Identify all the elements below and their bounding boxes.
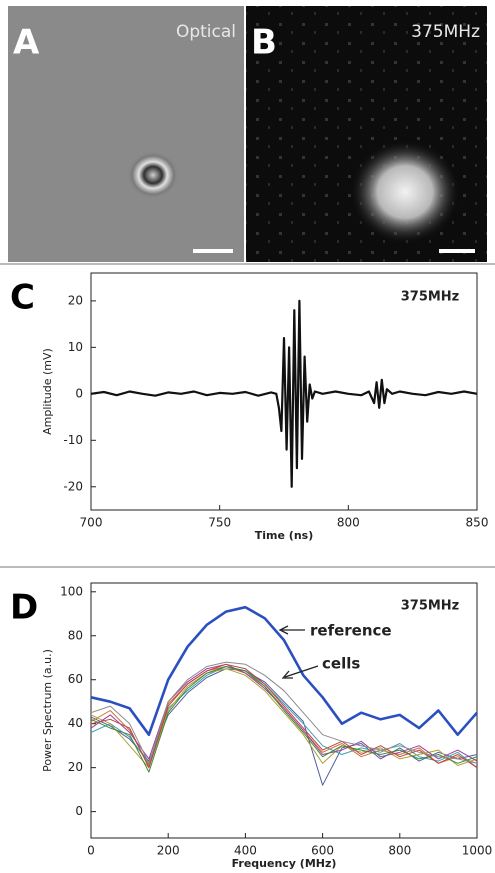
annotation: 375MHz <box>401 290 460 305</box>
plot-area <box>90 272 478 511</box>
x-tick-label: 200 <box>157 844 180 858</box>
y-tick-label: 100 <box>60 584 83 598</box>
y-tick-label: -20 <box>63 479 83 493</box>
scale-bar <box>439 249 475 253</box>
x-tick-label: 800 <box>337 516 360 530</box>
x-tick-label: 1000 <box>462 844 493 858</box>
cell <box>127 151 179 199</box>
arrow <box>281 665 319 679</box>
image-label: 375MHz <box>411 22 480 42</box>
data-line <box>90 663 478 762</box>
data-line <box>90 299 478 488</box>
cells-label: cells <box>322 655 360 673</box>
panel-b: B 375MHz <box>246 6 487 262</box>
x-tick-label: 600 <box>311 844 334 858</box>
x-tick-label: 0 <box>87 844 95 858</box>
x-axis-label: Time (ns) <box>255 529 313 542</box>
y-tick-label: 40 <box>68 716 83 730</box>
panel-a: A Optical <box>8 6 244 262</box>
y-tick-label: 60 <box>68 672 83 686</box>
y-tick-label: 0 <box>75 804 83 818</box>
scale-bar <box>193 249 233 253</box>
data-line <box>90 605 478 736</box>
annotation: 375MHz <box>401 599 460 614</box>
data-line <box>90 663 478 769</box>
y-tick-label: -10 <box>63 433 83 447</box>
data-line <box>90 666 478 773</box>
panel-letter: D <box>10 588 38 628</box>
x-tick-label: 800 <box>388 844 411 858</box>
x-tick-label: 750 <box>208 516 231 530</box>
x-axis-label: Frequency (MHz) <box>232 857 337 869</box>
y-axis-label: Power Spectrum (a.u.) <box>41 649 54 772</box>
data-line <box>90 661 478 764</box>
y-tick-label: 20 <box>68 293 83 307</box>
y-axis-label: Amplitude (mV) <box>41 348 54 435</box>
x-tick-label: 850 <box>466 516 489 530</box>
y-tick-label: 20 <box>68 760 83 774</box>
reference-label: reference <box>310 622 392 640</box>
image-label: Optical <box>176 22 236 42</box>
x-tick-label: 400 <box>234 844 257 858</box>
panel-letter: C <box>10 278 35 318</box>
panel-letter: B <box>251 23 277 63</box>
optical-image <box>8 6 244 262</box>
x-tick-label: 700 <box>80 516 103 530</box>
y-tick-label: 10 <box>68 340 83 354</box>
cell-signal <box>350 140 460 244</box>
arrow <box>278 625 305 635</box>
y-tick-label: 0 <box>75 386 83 400</box>
y-tick-label: 80 <box>68 628 83 642</box>
panel-letter: A <box>13 23 40 63</box>
